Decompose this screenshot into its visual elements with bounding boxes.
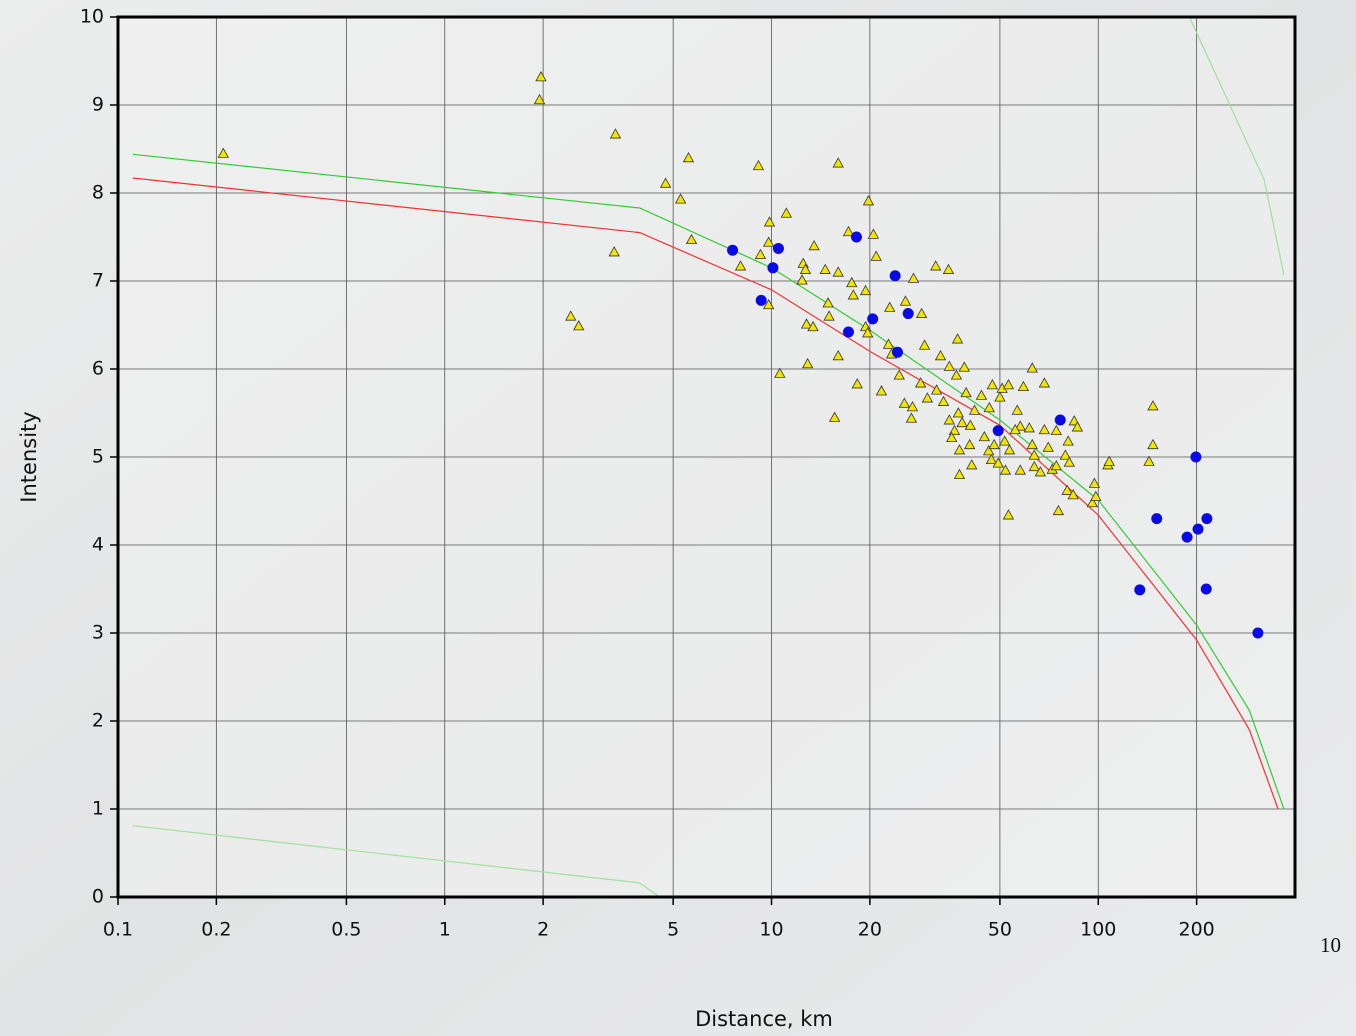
circle-point	[773, 243, 784, 254]
circle-point	[756, 295, 767, 306]
y-tick-label: 10	[80, 6, 104, 28]
y-tick-label: 4	[92, 534, 104, 556]
x-tick-label: 0.1	[103, 919, 133, 941]
x-tick-label: 1	[439, 919, 451, 941]
circle-point	[843, 327, 854, 338]
circle-point	[1190, 452, 1201, 463]
circle-point	[1182, 532, 1193, 543]
y-tick-label: 2	[92, 710, 104, 732]
circle-point	[892, 347, 903, 358]
circle-point	[1201, 513, 1212, 524]
circle-point	[903, 308, 914, 319]
x-tick-label: 100	[1080, 919, 1116, 941]
x-tick-label: 5	[667, 919, 679, 941]
circle-point	[1055, 415, 1066, 426]
circle-point	[1201, 584, 1212, 595]
x-tick-label: 10	[759, 919, 783, 941]
circle-point	[890, 270, 901, 281]
circle-point	[727, 245, 738, 256]
x-tick-label: 2	[537, 919, 549, 941]
x-axis-label: Distance, km	[695, 1007, 833, 1031]
circle-point	[1151, 513, 1162, 524]
circle-point	[1193, 524, 1204, 535]
y-tick-label: 9	[92, 94, 104, 116]
circle-point	[1134, 584, 1145, 595]
chart: 0 1 2 3 4 5 6 7 8 9 10 0.1 0.2 0.5 1 2 5 10 20 50 100 200 Int…	[0, 0, 1356, 1036]
page: {"chart_data": { "type": "scatter", "xsc…	[0, 0, 1356, 1036]
y-tick-label: 0	[92, 886, 104, 908]
y-tick-label: 1	[92, 798, 104, 820]
x-tick-label: 50	[988, 919, 1012, 941]
x-tick-label: 0.2	[201, 919, 231, 941]
x-tick-label: 0.5	[331, 919, 361, 941]
x-tick-label: 20	[858, 919, 882, 941]
y-tick-label: 8	[92, 182, 104, 204]
y-tick-label: 3	[92, 622, 104, 644]
circle-point	[767, 262, 778, 273]
circle-point	[1252, 628, 1263, 639]
y-tick-label: 5	[92, 446, 104, 468]
annotation: 10	[1320, 933, 1341, 957]
circle-point	[867, 313, 878, 324]
y-axis-label: Intensity	[17, 411, 41, 502]
x-tick-label: 200	[1179, 919, 1215, 941]
y-tick-label: 7	[92, 270, 104, 292]
circle-point	[993, 425, 1004, 436]
circle-point	[851, 232, 862, 243]
y-tick-label: 6	[92, 358, 104, 380]
